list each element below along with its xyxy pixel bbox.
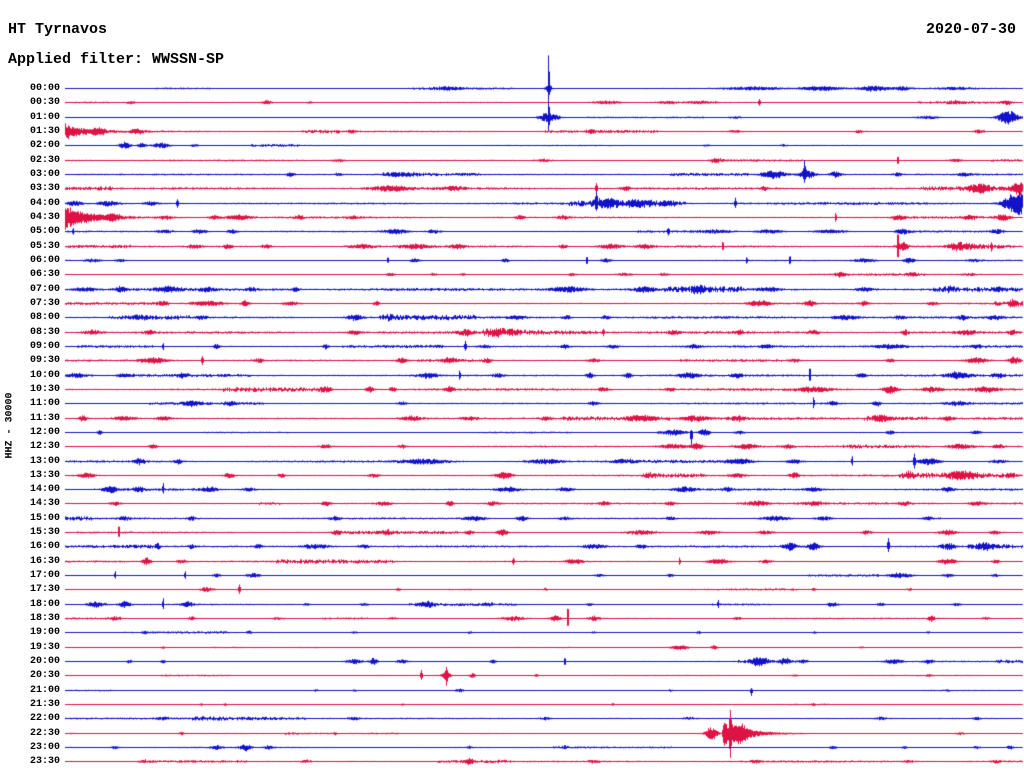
time-label: 01:00: [29, 112, 60, 123]
time-label: 09:30: [29, 355, 60, 366]
record-date: 2020-07-30: [925, 21, 1016, 38]
time-label: 20:30: [29, 670, 60, 681]
time-label: 14:00: [29, 484, 60, 495]
time-label: 16:30: [29, 556, 60, 567]
time-label: 15:00: [29, 513, 60, 524]
time-label: 19:00: [29, 627, 60, 638]
time-label: 04:30: [29, 212, 60, 223]
time-label: 13:00: [29, 456, 60, 467]
time-label: 07:00: [29, 284, 60, 295]
time-label: 07:30: [29, 298, 60, 309]
time-label: 08:00: [29, 312, 60, 323]
time-label: 06:30: [29, 269, 60, 280]
time-label: 22:00: [29, 713, 60, 724]
filter-label: Applied filter: WWSSN-SP: [8, 51, 225, 68]
time-label: 21:00: [29, 685, 60, 696]
time-label: 01:30: [29, 126, 60, 137]
time-label: 17:00: [29, 570, 60, 581]
time-label: 11:30: [29, 413, 60, 424]
time-label: 10:00: [29, 370, 60, 381]
time-label: 23:00: [29, 742, 60, 753]
time-label: 23:30: [29, 756, 60, 767]
time-label: 16:00: [29, 541, 60, 552]
time-label: 14:30: [29, 498, 60, 509]
time-label: 19:30: [29, 642, 60, 653]
time-label: 22:30: [29, 728, 60, 739]
time-label: 03:00: [29, 169, 60, 180]
time-label: 00:30: [29, 97, 60, 108]
station-title: HT Tyrnavos: [8, 21, 108, 38]
time-label: 12:00: [29, 427, 60, 438]
time-label: 10:30: [29, 384, 60, 395]
time-label: 05:30: [29, 241, 60, 252]
time-label: 18:30: [29, 613, 60, 624]
time-label: 02:30: [29, 155, 60, 166]
time-label: 02:00: [29, 140, 60, 151]
time-label: 11:00: [29, 398, 60, 409]
time-label: 05:00: [29, 226, 60, 237]
time-label: 06:00: [29, 255, 60, 266]
time-label: 00:00: [29, 83, 60, 94]
time-label: 09:00: [29, 341, 60, 352]
time-label: 13:30: [29, 470, 60, 481]
time-label: 12:30: [29, 441, 60, 452]
time-label: 20:00: [29, 656, 60, 667]
time-label: 21:30: [29, 699, 60, 710]
time-label: 03:30: [29, 183, 60, 194]
time-label: 17:30: [29, 584, 60, 595]
time-label: 15:30: [29, 527, 60, 538]
time-label: 08:30: [29, 327, 60, 338]
time-label: 18:00: [29, 599, 60, 610]
time-label: 04:00: [29, 198, 60, 209]
